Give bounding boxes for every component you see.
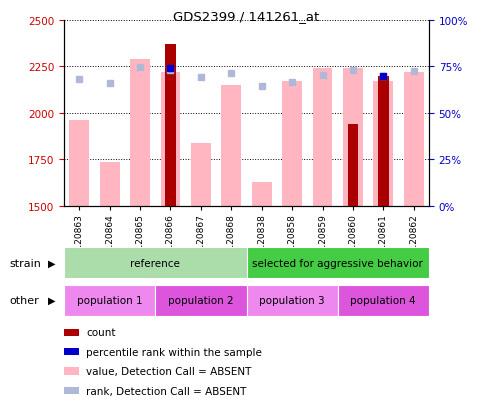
Bar bbox=[246, 248, 429, 279]
Bar bbox=[221, 86, 241, 206]
Bar bbox=[378, 76, 388, 206]
Bar bbox=[161, 73, 180, 206]
Text: population 2: population 2 bbox=[168, 295, 234, 306]
Text: population 4: population 4 bbox=[351, 295, 416, 306]
Text: GDS2399 / 141261_at: GDS2399 / 141261_at bbox=[174, 10, 319, 23]
Bar bbox=[343, 69, 363, 206]
Text: selected for aggressive behavior: selected for aggressive behavior bbox=[252, 258, 423, 268]
Bar bbox=[338, 285, 429, 316]
Text: strain: strain bbox=[10, 258, 42, 268]
Text: ▶: ▶ bbox=[48, 258, 56, 268]
Bar bbox=[100, 163, 120, 206]
Text: population 3: population 3 bbox=[259, 295, 325, 306]
Bar bbox=[64, 248, 246, 279]
Text: percentile rank within the sample: percentile rank within the sample bbox=[86, 347, 262, 357]
Text: ▶: ▶ bbox=[48, 295, 56, 306]
Text: reference: reference bbox=[130, 258, 180, 268]
Bar bbox=[252, 183, 272, 206]
Bar bbox=[348, 125, 358, 206]
Text: rank, Detection Call = ABSENT: rank, Detection Call = ABSENT bbox=[86, 386, 246, 396]
Text: other: other bbox=[10, 295, 39, 306]
Bar bbox=[165, 45, 176, 206]
Bar bbox=[313, 69, 332, 206]
Text: value, Detection Call = ABSENT: value, Detection Call = ABSENT bbox=[86, 366, 251, 376]
Bar bbox=[246, 285, 338, 316]
Bar bbox=[404, 73, 423, 206]
Bar bbox=[130, 59, 150, 206]
Bar bbox=[70, 121, 89, 206]
Bar bbox=[64, 285, 155, 316]
Text: count: count bbox=[86, 328, 116, 337]
Text: population 1: population 1 bbox=[77, 295, 142, 306]
Bar bbox=[282, 82, 302, 206]
Bar bbox=[191, 143, 211, 206]
Bar bbox=[155, 285, 246, 316]
Bar bbox=[373, 82, 393, 206]
